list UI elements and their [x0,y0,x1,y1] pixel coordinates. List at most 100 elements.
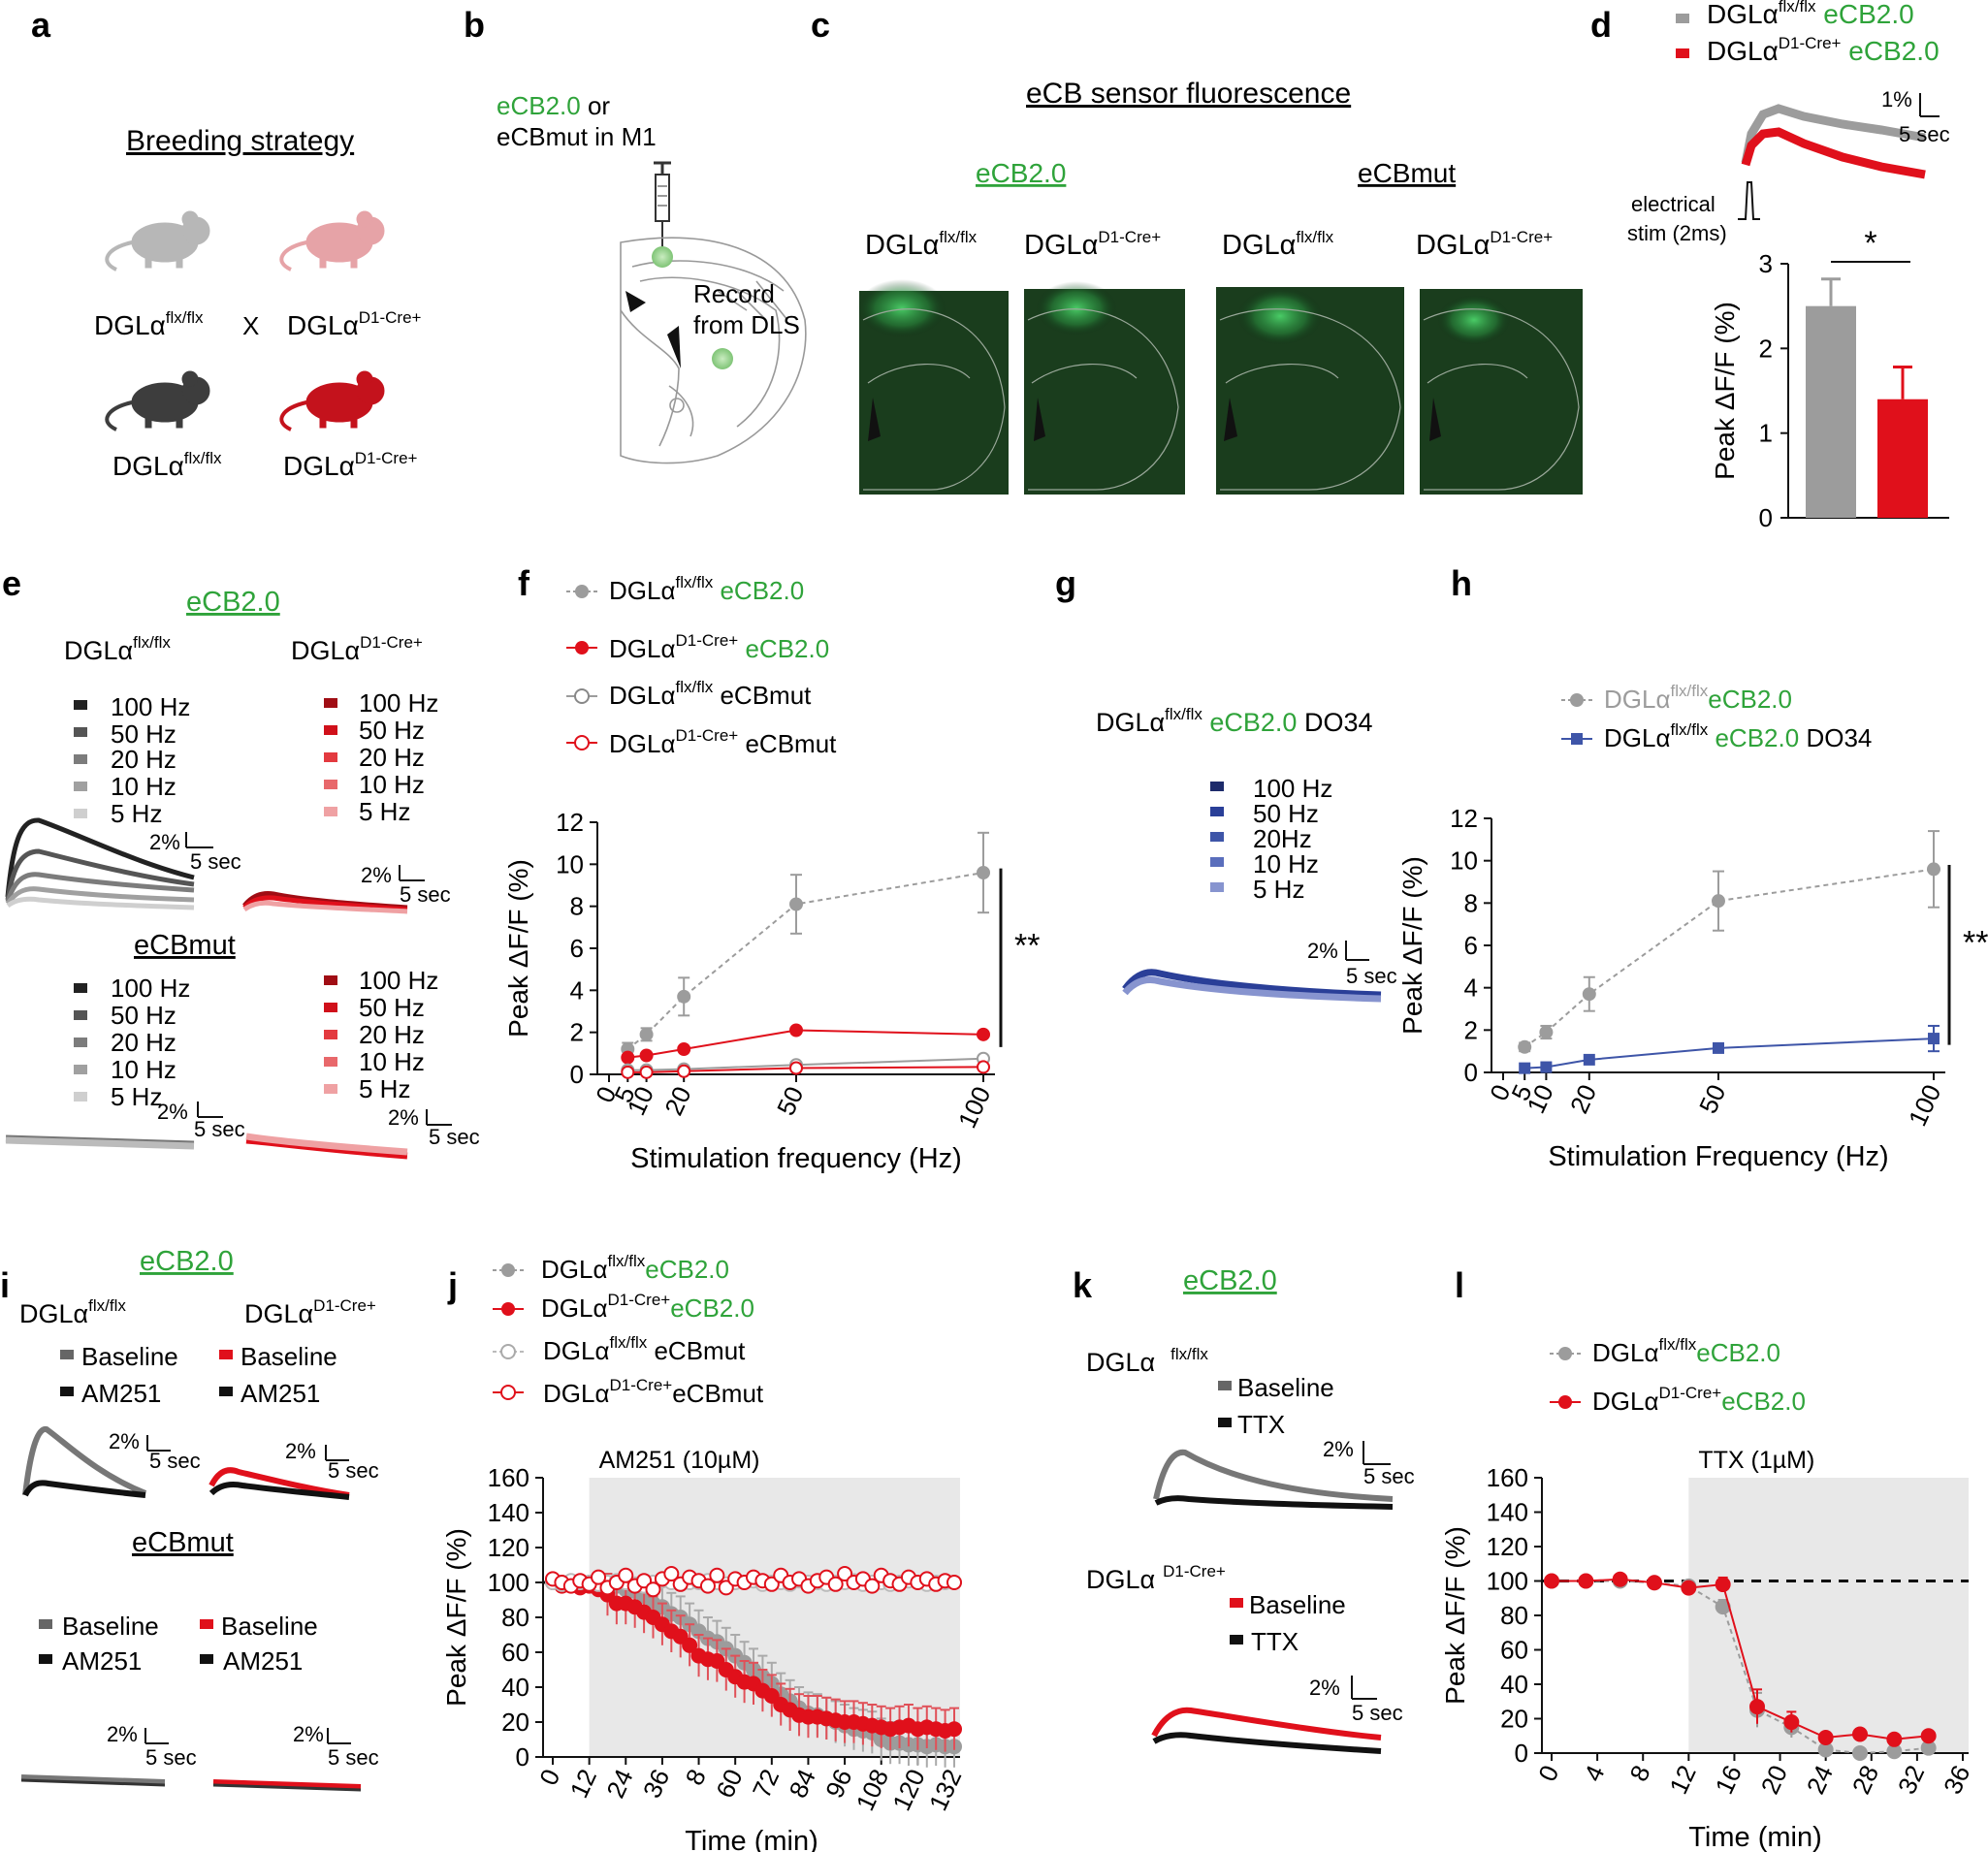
freq-label: 100 Hz [1253,774,1332,803]
y-tick-label: 80 [501,1603,529,1632]
data-point [946,1721,962,1738]
cross-symbol: X [242,311,259,340]
chart-legend: DGLαflx/flxeCB2.0 DGLαD1-Cre+eCB2.0 DGLα… [493,1252,764,1408]
scale-label: 5 sec [429,1125,480,1149]
legend-label: AM251 [240,1379,320,1408]
drug-annotation: TTX (1µM) [1698,1447,1814,1474]
scale-label: 5 sec [194,1117,245,1141]
bar-chart: 0 1 2 3 Peak ΔF/F (%) * [1710,225,1949,532]
x-tick-label: 36 [637,1765,675,1803]
trace-plot [5,1133,408,1160]
stim-label: electrical [1631,192,1715,216]
scale-label: 5 sec [145,1745,197,1770]
x-tick-label: 60 [710,1765,748,1803]
section-title: eCB2.0 [186,587,280,618]
stimulus-marker [1738,181,1760,220]
panel-b: b eCB2.0 or eCBmut in M1 Record from DLS [464,5,807,464]
freq-label: 100 Hz [111,692,190,721]
freq-label: 20Hz [1253,824,1312,853]
genotype-label: DGLαflx/flx [1222,228,1334,261]
freq-label: 50 Hz [111,719,176,749]
legend-label: DGLαflx/flx eCBmut [543,1333,746,1365]
legend-swatch [39,1654,52,1664]
freq-label: 10 Hz [111,772,176,801]
legend-label: AM251 [62,1646,142,1676]
scale-label: 2% [1309,1676,1340,1700]
scale-label: 2% [285,1439,316,1463]
y-tick-label: 20 [1500,1705,1528,1734]
freq-label: 5 Hz [111,799,162,828]
legend-label: DGLαflx/flx eCB2.0 [1707,0,1914,29]
data-point [763,1576,780,1592]
data-point [1817,1730,1834,1746]
data-point [1749,1699,1765,1715]
legend-label: AM251 [81,1379,161,1408]
y-tick-label: 8 [570,892,584,921]
data-point [1927,862,1940,877]
y-axis-label: Peak ΔF/F (%) [1710,302,1740,480]
scale-bar [1345,941,1369,961]
freq-label: 100 Hz [359,966,438,995]
y-tick-label: 0 [1515,1739,1528,1768]
y-tick-label: 0 [516,1742,529,1772]
legend-label: DGLαflx/flx eCB2.0 [609,573,804,605]
panel-e: e eCB2.0 DGLαflx/flx DGLαD1-Cre+ 100 Hz … [2,563,480,1160]
panel-letter: d [1590,5,1612,45]
y-tick-label: 12 [556,808,584,837]
genotype-label: DGLαD1-Cre+ [1024,228,1161,261]
series-line [626,872,984,1050]
recording-site-marker [712,348,733,369]
legend-label: DGLαflx/flxeCB2.0 [1604,682,1792,714]
data-point [789,897,803,911]
y-tick-label: 1 [1759,419,1773,448]
freq-label: 20 Hz [111,745,176,774]
injection-label: eCBmut in M1 [497,122,657,151]
legend-swatch [1218,1418,1232,1427]
scale-label: 2% [361,863,392,887]
panel-a: a Breeding strategy DGLαflx/flx X DGLαD1… [31,5,422,481]
legend-label: DGLαD1-Cre+ eCB2.0 [609,631,829,663]
scale-label: 2% [157,1100,188,1124]
y-tick-label: 80 [1500,1601,1528,1630]
record-label: from DLS [693,310,800,339]
legend-swatch [200,1619,213,1629]
condition-title: DGLαflx/flx eCB2.0 DO34 [1096,705,1373,737]
y-axis-label: Peak ΔF/F (%) [1440,1526,1470,1705]
data-point [789,1023,803,1038]
data-point [677,989,691,1004]
syringe-icon [654,161,671,248]
panel-letter: f [518,563,530,603]
legend-label: DGLαD1-Cre+eCB2.0 [1592,1384,1806,1416]
trace-plot [1151,1449,1394,1754]
scale-bar [185,832,452,1126]
legend-swatch [1230,1598,1243,1608]
data-point [1715,1577,1731,1593]
data-point [1886,1731,1903,1747]
x-tick-label: 36 [1938,1761,1975,1799]
scale-label: 2% [109,1429,140,1453]
data-point [639,1065,654,1079]
freq-label: 50 Hz [111,1001,176,1030]
x-axis-label: Time (min) [1688,1822,1821,1852]
group-label: eCBmut [1358,158,1456,188]
significance-marker: * [1864,225,1876,262]
data-point [621,1065,635,1079]
legend-label: DGLαD1-Cre+ eCB2.0 [1707,34,1940,66]
injection-site-marker [652,246,673,268]
data-point [677,1042,691,1056]
panel-title: eCB sensor fluorescence [1026,78,1351,110]
genotype-label: DGLαflx/flx [865,228,978,261]
x-tick-label: 32 [1892,1761,1930,1799]
legend-label: DGLαflx/flx eCBmut [609,678,812,710]
y-tick-label: 0 [570,1060,584,1089]
scale-label: 5 sec [1352,1701,1403,1725]
trace-plot [5,817,408,914]
x-tick-label: 100 [1903,1080,1947,1131]
legend-label: DGLαD1-Cre+ eCBmut [609,726,837,758]
legend-swatch [1218,1381,1232,1390]
fluorescence-image [1216,287,1404,495]
y-axis-label: Peak ΔF/F (%) [441,1528,471,1707]
freq-label: 100 Hz [359,688,438,718]
ventricle-shape [667,326,681,368]
